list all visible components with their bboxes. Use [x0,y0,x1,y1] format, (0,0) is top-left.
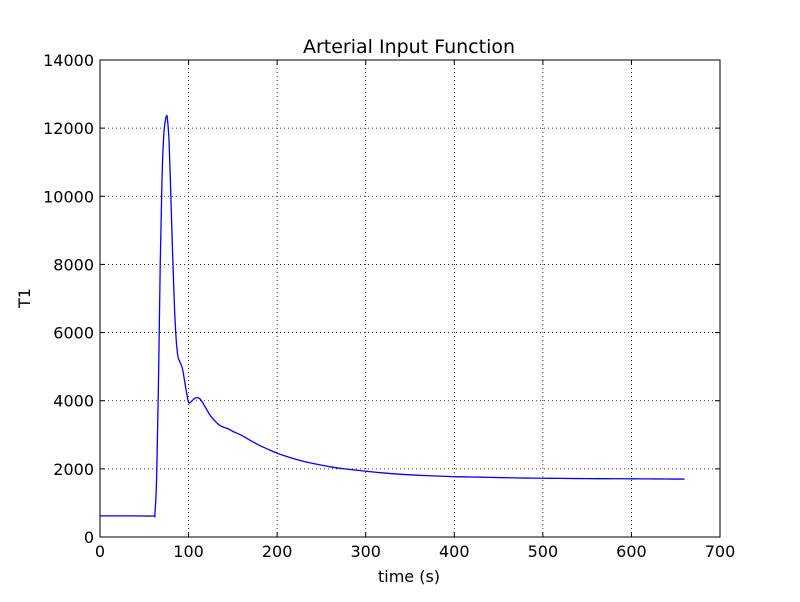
y-tick-label: 12000 [43,119,94,138]
y-tick-label: 10000 [43,187,94,206]
x-tick-label: 300 [350,542,381,561]
y-tick-label: 2000 [53,460,94,479]
y-tick-label: 4000 [53,392,94,411]
y-tick-label: 6000 [53,324,94,343]
x-tick-label: 500 [528,542,559,561]
x-tick-label: 0 [95,542,105,561]
plot-frame [99,59,721,538]
y-axis-label: T1 [15,288,34,309]
x-tick-labels: 0 100 200 300 400 500 600 700 [95,542,735,561]
y-tick-label: 8000 [53,255,94,274]
x-tick-label: 700 [705,542,736,561]
y-tick-label: 14000 [43,51,94,70]
grid-lines [100,60,720,537]
axis-ticks [99,59,721,538]
x-tick-label: 600 [616,542,647,561]
x-tick-label: 200 [262,542,293,561]
x-axis-label: time (s) [378,567,440,586]
x-tick-label: 100 [173,542,204,561]
x-tick-label: 400 [439,542,470,561]
chart-title: Arterial Input Function [303,36,515,58]
series-line [99,114,685,518]
y-tick-label: 0 [84,528,94,547]
y-tick-labels: 0 2000 4000 6000 8000 10000 12000 14000 [43,51,94,547]
